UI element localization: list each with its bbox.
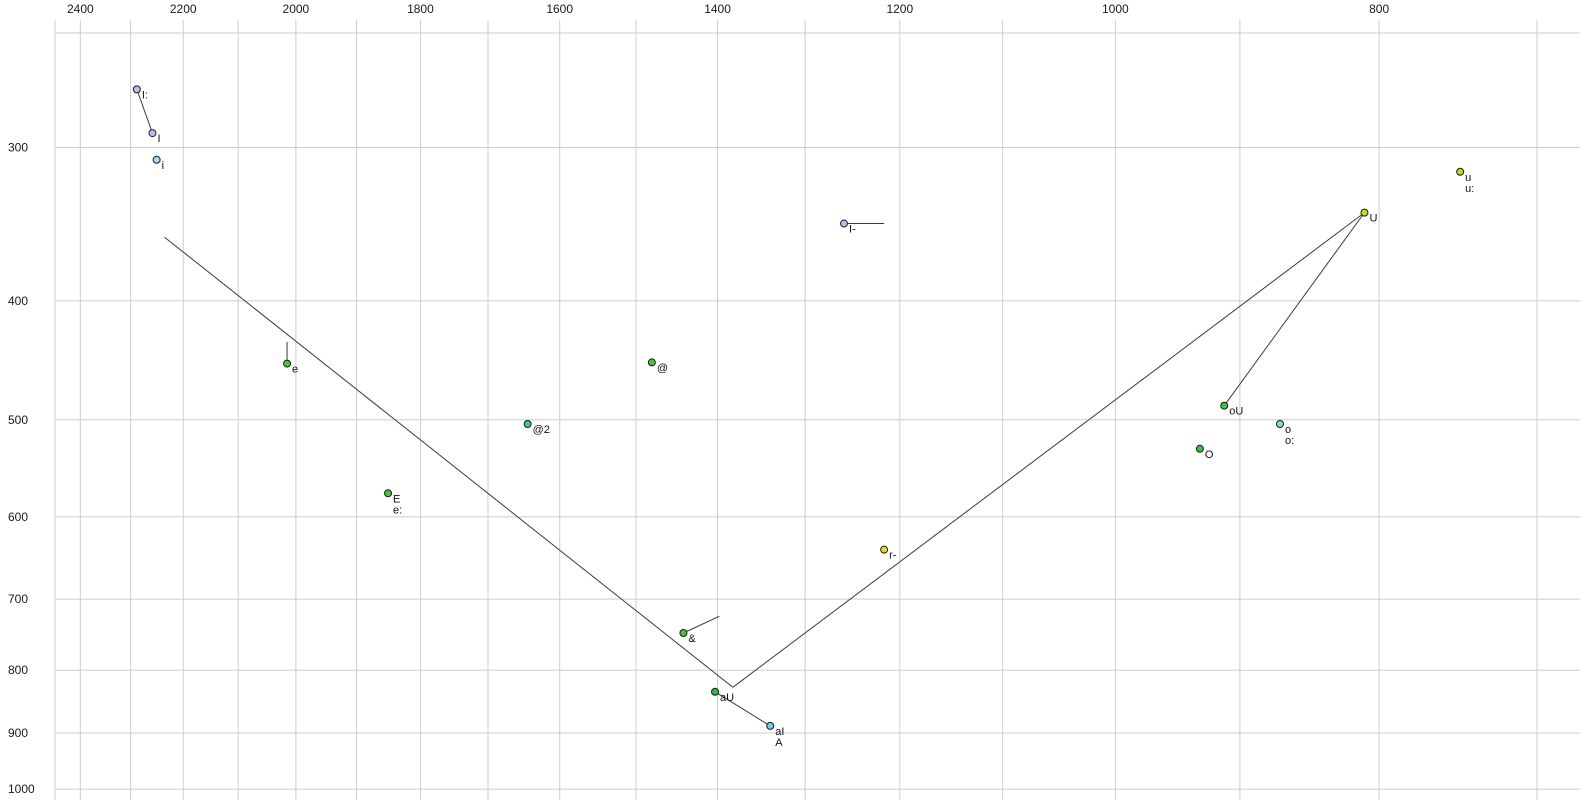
data-point-label: i (162, 160, 164, 172)
data-point-label-line: aU (720, 692, 734, 704)
data-point-label-line: i (162, 160, 164, 172)
data-point-label-line: oU (1229, 406, 1243, 418)
data-point-label-line: O (1205, 449, 1214, 461)
data-point-label: & (688, 633, 696, 645)
data-point (679, 628, 688, 637)
data-point-label-line: @2 (533, 424, 550, 436)
data-point-label: I (157, 133, 160, 145)
y-axis-tick-label: 600 (8, 510, 28, 524)
y-axis-tick-label: 700 (8, 592, 28, 606)
y-axis-tick-label: 900 (8, 726, 28, 740)
data-point (1275, 419, 1284, 428)
data-point-label: @2 (533, 424, 550, 436)
x-axis-tick-label: 2200 (170, 2, 197, 16)
data-point-label-line: E (393, 493, 400, 505)
x-axis-tick-label: 1800 (407, 2, 434, 16)
connector-segment (164, 236, 734, 688)
data-point-label-line: e: (393, 504, 402, 516)
data-point-label: u u: (1465, 172, 1474, 195)
data-point-label-line: A (775, 737, 783, 749)
x-axis-tick-label: 1000 (1102, 2, 1129, 16)
connector-segment (136, 89, 153, 134)
data-point-label: O (1205, 449, 1214, 461)
data-point-label-line: o: (1285, 435, 1294, 447)
connector-segment (1223, 212, 1365, 407)
data-point (711, 687, 720, 696)
data-point-label: aI A (775, 726, 784, 749)
x-axis-tick-label: 1600 (546, 2, 573, 16)
data-point-label-line: & (688, 633, 696, 645)
y-axis-tick-label: 300 (8, 141, 28, 155)
x-axis-tick-label: 2400 (67, 2, 94, 16)
data-point (839, 219, 848, 228)
data-point-label: @ (657, 362, 668, 374)
x-axis-tick-label: 2000 (283, 2, 310, 16)
data-point (1360, 208, 1369, 217)
data-point-label: U (1369, 213, 1377, 225)
connector-segment (714, 691, 771, 727)
data-point (523, 419, 532, 428)
data-point (132, 85, 141, 94)
data-point-label-line: r- (889, 550, 897, 562)
y-axis-tick-label: 1000 (8, 782, 35, 796)
data-point-label-line: I- (849, 224, 856, 236)
data-point (1456, 167, 1465, 176)
data-point-label-line: aI (775, 726, 784, 738)
y-axis-tick-label: 500 (8, 413, 28, 427)
data-point-label-line: o (1285, 424, 1291, 436)
x-axis-tick-label: 1200 (886, 2, 913, 16)
data-point-label: o o: (1285, 424, 1294, 447)
y-axis-tick-label: 800 (8, 663, 28, 677)
data-point (384, 489, 393, 498)
data-point-label: I: (142, 89, 148, 101)
x-axis-tick-label: 800 (1369, 2, 1389, 16)
data-point (766, 721, 775, 730)
data-point-label-line: e (292, 364, 298, 376)
data-point (283, 359, 292, 368)
data-point (1220, 401, 1229, 410)
data-point (148, 129, 157, 138)
data-point-label-line: I: (142, 89, 148, 101)
data-point-label: I- (849, 224, 856, 236)
data-point (152, 155, 161, 164)
data-point-label-line: @ (657, 362, 668, 374)
data-point-label: oU (1229, 406, 1243, 418)
data-point-label-line: u (1465, 172, 1471, 184)
x-axis-tick-label: 1400 (704, 2, 731, 16)
data-point-label-line: I (157, 133, 160, 145)
data-point-label: r- (889, 550, 897, 562)
y-axis-tick-label: 400 (8, 294, 28, 308)
data-point (1195, 444, 1204, 453)
data-point-label: e (292, 364, 298, 376)
data-point-label-line: u: (1465, 183, 1474, 195)
data-point (647, 358, 656, 367)
connector-segment (732, 212, 1365, 688)
data-point (880, 545, 889, 554)
data-point-label: aU (720, 692, 734, 704)
data-point-label-line: U (1369, 213, 1377, 225)
connector-segment (683, 615, 720, 634)
